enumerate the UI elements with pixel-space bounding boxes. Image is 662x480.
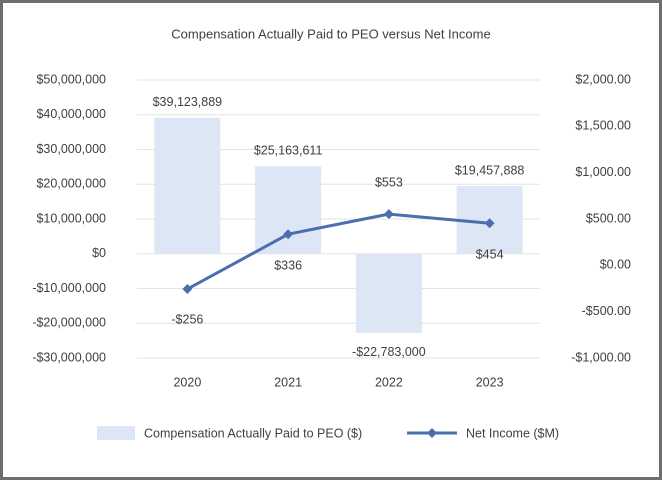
- x-tick-label: 2021: [274, 375, 302, 389]
- line-point: [283, 229, 294, 240]
- y2-tick-label: -$1,000.00: [571, 350, 631, 364]
- line-value-label: -$256: [171, 312, 203, 326]
- line-value-label: $553: [375, 175, 403, 189]
- line-point: [383, 209, 394, 220]
- bar-value-label: $19,457,888: [455, 163, 525, 177]
- y-tick-label: -$30,000,000: [32, 350, 106, 364]
- x-tick-label: 2020: [173, 375, 201, 389]
- line: [186, 212, 490, 291]
- bar-value-label: -$22,783,000: [352, 345, 426, 359]
- y-tick-label: $40,000,000: [36, 107, 106, 121]
- bar-value-label: $25,163,611: [254, 144, 323, 158]
- line-value-label: $336: [274, 258, 302, 272]
- y2-tick-label: -$500.00: [582, 304, 631, 318]
- bar: [255, 166, 322, 254]
- line-point: [182, 284, 193, 295]
- y2-tick-label: $0.00: [600, 258, 631, 272]
- y2-tick-label: $500.00: [586, 211, 631, 225]
- legend-label: Compensation Actually Paid to PEO ($): [144, 426, 362, 440]
- legend-swatch: [97, 426, 135, 440]
- line-point: [484, 218, 495, 229]
- y2-tick-label: $1,500.00: [575, 119, 631, 133]
- y-tick-label: $0: [92, 246, 106, 260]
- y-tick-label: $10,000,000: [36, 211, 106, 225]
- y-tick-label: $30,000,000: [36, 142, 106, 156]
- bar: [154, 117, 221, 254]
- legend-label: Net Income ($M): [466, 426, 559, 440]
- line-value-label: $454: [476, 248, 504, 262]
- x-tick-label: 2023: [476, 375, 504, 389]
- y-tick-label: -$10,000,000: [32, 281, 106, 295]
- bar-value-label: $39,123,889: [153, 95, 223, 109]
- y-tick-label: -$20,000,000: [32, 316, 106, 330]
- chart-title: Compensation Actually Paid to PEO versus…: [171, 26, 490, 41]
- legend-swatch: [427, 428, 437, 438]
- x-tick-label: 2022: [375, 375, 403, 389]
- y-tick-label: $20,000,000: [36, 177, 106, 191]
- y2-tick-label: $2,000.00: [575, 72, 631, 86]
- y-tick-label: $50,000,000: [36, 72, 106, 86]
- y2-tick-label: $1,000.00: [575, 165, 631, 179]
- bar: [355, 253, 422, 333]
